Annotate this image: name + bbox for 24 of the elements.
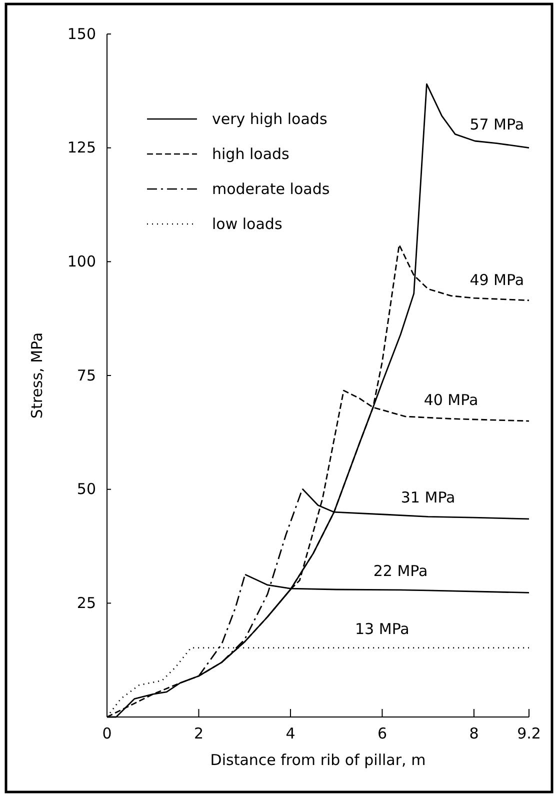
y-tick-label: 50 — [76, 480, 96, 498]
x-tick-label: 9.2 — [517, 724, 541, 743]
x-tick-label: 0 — [102, 724, 112, 743]
x-axis-title: Distance from rib of pillar, m — [210, 751, 426, 769]
x-tick-label: 6 — [377, 724, 387, 743]
legend-label: very high loads — [212, 110, 328, 128]
annotation: 57 MPa — [470, 115, 524, 134]
legend-label: moderate loads — [212, 180, 330, 198]
annotation: 13 MPa — [355, 620, 410, 638]
legend-label: high loads — [212, 145, 290, 163]
annotation: 49 MPa — [470, 271, 524, 290]
y-tick-label: 150 — [67, 24, 96, 43]
annotation: 31 MPa — [400, 488, 456, 507]
x-tick-label: 8 — [469, 724, 479, 743]
annotation: 40 MPa — [424, 390, 478, 409]
annotation: 22 MPa — [373, 562, 428, 580]
y-tick-label: 125 — [67, 138, 96, 157]
x-tick-label: 4 — [286, 724, 296, 743]
y-tick-label: 25 — [76, 594, 96, 612]
x-tick-label: 2 — [194, 724, 204, 743]
y-tick-label: 100 — [67, 252, 96, 270]
y-tick-label: 75 — [76, 366, 96, 384]
y-axis-title: Stress, MPa — [28, 332, 46, 419]
legend-label: low loads — [212, 215, 282, 233]
